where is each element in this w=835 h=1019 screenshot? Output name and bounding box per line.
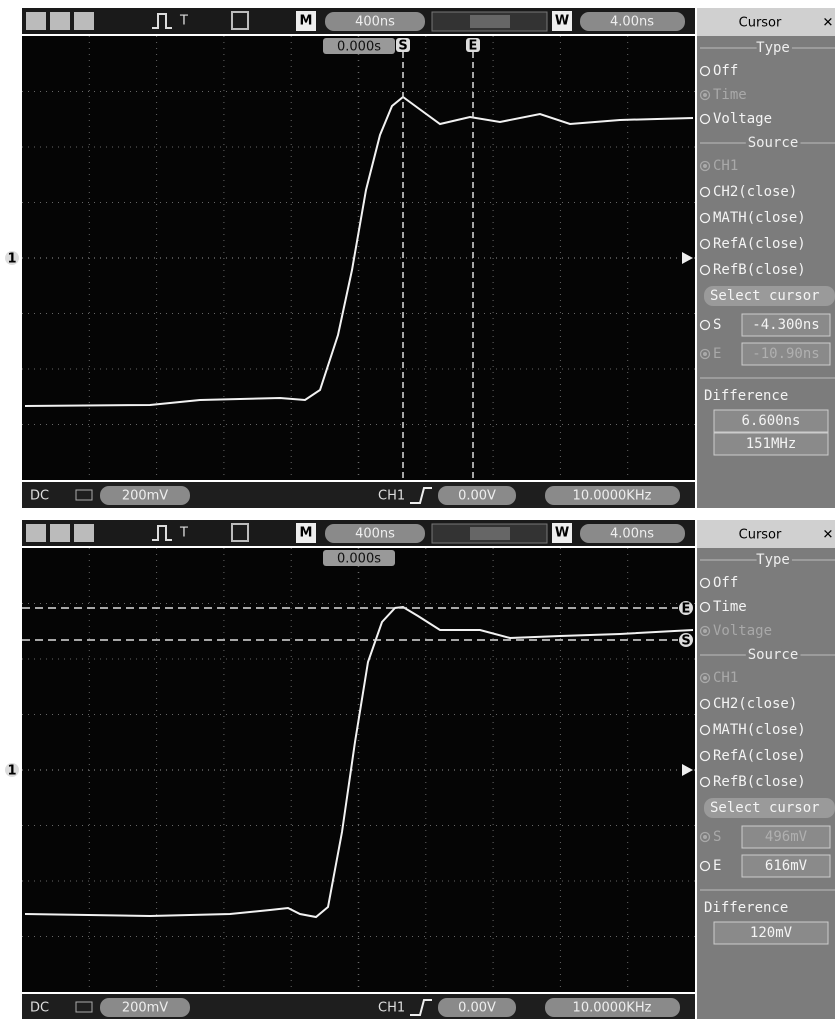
toolbar-icon xyxy=(26,12,46,30)
cursor-value: -10.90ns xyxy=(752,346,819,362)
window-label: W xyxy=(555,14,569,29)
menu-title: Cursor xyxy=(739,528,782,543)
window-label: W xyxy=(555,526,569,541)
section-heading: Source xyxy=(748,135,799,151)
trigger-position: 0.000s xyxy=(337,40,381,55)
difference-value: 151MHz xyxy=(746,436,797,452)
menu-option: Time xyxy=(713,87,747,103)
section-heading: Type xyxy=(756,40,790,56)
menu-title: Cursor xyxy=(739,16,782,31)
menu-option: Off xyxy=(713,63,738,79)
menu-option: Time xyxy=(713,599,747,615)
menu-close: ✕ xyxy=(823,16,834,31)
trigger-label: T xyxy=(179,526,188,541)
toolbar-icon xyxy=(50,12,70,30)
window-timebase-value: 4.00ns xyxy=(610,527,654,542)
memory-window xyxy=(470,15,510,28)
page: TM400nsW4.00ns0.000s1SEDC200mVCH10.00V10… xyxy=(0,0,835,1019)
oscilloscope-screenshots: TM400nsW4.00ns0.000s1SEDC200mVCH10.00V10… xyxy=(0,0,835,1019)
difference-heading: Difference xyxy=(704,388,788,404)
frequency: 10.0000KHz xyxy=(573,489,652,504)
menu-option: E xyxy=(713,858,721,874)
cursor-label: S xyxy=(398,39,407,54)
cursor-label: E xyxy=(682,602,691,617)
window-timebase-value: 4.00ns xyxy=(610,15,654,30)
radio-dot xyxy=(703,93,707,97)
menu-option: RefA(close) xyxy=(713,748,806,764)
volts-div: 200mV xyxy=(122,1001,168,1016)
menu-option: MATH(close) xyxy=(713,722,806,738)
memory-label: M xyxy=(300,526,313,541)
trigger-level: 0.00V xyxy=(458,1001,496,1016)
toolbar-icon xyxy=(74,524,94,542)
select-cursor: Select cursor xyxy=(710,288,820,304)
menu-option: Voltage xyxy=(713,623,772,639)
trigger-source: CH1 xyxy=(378,1001,405,1016)
difference-value: 120mV xyxy=(750,925,793,941)
cursor-value: 616mV xyxy=(765,858,808,874)
cursor-value: -4.300ns xyxy=(752,317,819,333)
menu-option: MATH(close) xyxy=(713,210,806,226)
radio-dot xyxy=(703,629,707,633)
radio-dot xyxy=(703,352,707,356)
menu-option: RefB(close) xyxy=(713,774,806,790)
cursor-label: E xyxy=(469,39,478,54)
menu-option: E xyxy=(713,346,721,362)
select-cursor: Select cursor xyxy=(710,800,820,816)
toolbar-icon xyxy=(74,12,94,30)
radio-dot xyxy=(703,676,707,680)
timebase-value: 400ns xyxy=(355,527,395,542)
trigger-source: CH1 xyxy=(378,489,405,504)
coupling: DC xyxy=(30,1001,49,1016)
radio-dot xyxy=(703,164,707,168)
memory-label: M xyxy=(300,14,313,29)
menu-option: CH2(close) xyxy=(713,696,797,712)
section-heading: Source xyxy=(748,647,799,663)
timebase-value: 400ns xyxy=(355,15,395,30)
volts-div: 200mV xyxy=(122,489,168,504)
menu-close: ✕ xyxy=(823,528,834,543)
cursor-value: 496mV xyxy=(765,829,808,845)
toolbar-icon xyxy=(26,524,46,542)
cursor-label: S xyxy=(681,634,690,649)
memory-window xyxy=(470,527,510,540)
channel-label: 1 xyxy=(7,252,16,267)
channel-label: 1 xyxy=(7,764,16,779)
menu-option: Off xyxy=(713,575,738,591)
radio-dot xyxy=(703,835,707,839)
menu-option: CH1 xyxy=(713,158,738,174)
menu-option: RefB(close) xyxy=(713,262,806,278)
menu-option: S xyxy=(713,829,721,845)
section-heading: Type xyxy=(756,552,790,568)
menu-option: Voltage xyxy=(713,111,772,127)
trigger-position: 0.000s xyxy=(337,552,381,567)
panel-voltage-cursor: TM400nsW4.00ns0.000s1ESDC200mVCH10.00V10… xyxy=(5,520,835,1019)
menu-option: CH1 xyxy=(713,670,738,686)
menu-option: S xyxy=(713,317,721,333)
frequency: 10.0000KHz xyxy=(573,1001,652,1016)
menu-option: RefA(close) xyxy=(713,236,806,252)
trigger-label: T xyxy=(179,14,188,29)
difference-value: 6.600ns xyxy=(741,413,800,429)
toolbar-icon xyxy=(50,524,70,542)
menu-option: CH2(close) xyxy=(713,184,797,200)
trigger-level: 0.00V xyxy=(458,489,496,504)
difference-heading: Difference xyxy=(704,900,788,916)
coupling: DC xyxy=(30,489,49,504)
